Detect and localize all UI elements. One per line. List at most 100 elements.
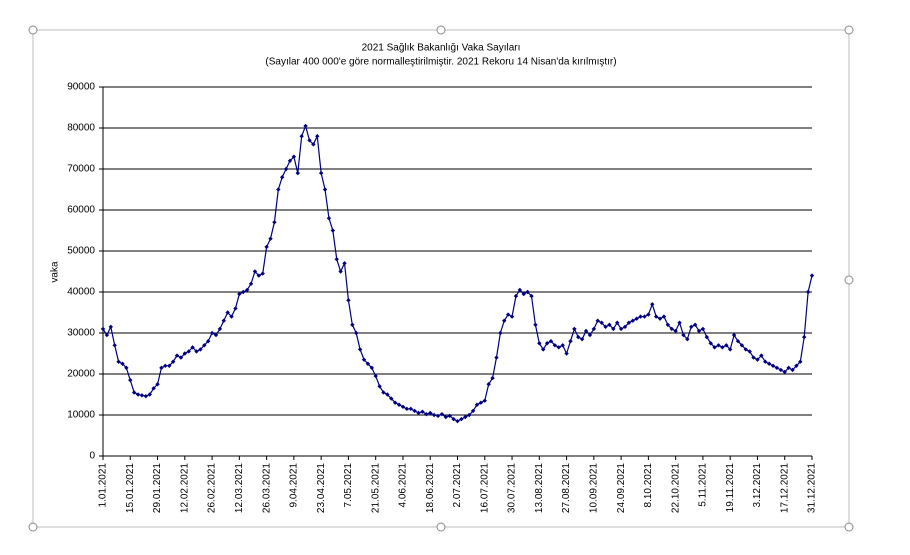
data-point: [743, 347, 748, 352]
data-point: [505, 312, 511, 317]
data-point: [392, 400, 398, 405]
data-point: [307, 138, 312, 143]
data-point: [739, 343, 745, 348]
data-point: [630, 318, 636, 323]
y-tick-label: 0: [89, 451, 95, 462]
data-point: [751, 355, 756, 360]
y-tick-label: 20000: [67, 369, 95, 380]
y-axis-label: vaka: [50, 261, 61, 283]
data-point: [727, 347, 733, 352]
data-point: [556, 345, 561, 350]
data-point: [669, 326, 674, 332]
data-point: [357, 347, 363, 352]
data-point: [283, 166, 289, 172]
y-tick-label: 60000: [67, 205, 95, 216]
data-point: [712, 345, 717, 350]
data-point: [591, 326, 597, 332]
x-tick-label: 3.12.2021: [752, 463, 763, 508]
data-point: [287, 158, 293, 163]
data-point: [116, 359, 121, 364]
data-point: [802, 334, 807, 340]
data-point: [572, 326, 577, 332]
x-tick-label: 27.08.2021: [561, 463, 572, 513]
data-point: [759, 353, 764, 358]
x-tick-label: 24.09.2021: [616, 463, 627, 513]
data-point: [642, 314, 647, 319]
y-tick-label: 10000: [67, 410, 95, 421]
data-point: [186, 349, 191, 354]
data-point: [318, 170, 324, 176]
data-point: [517, 287, 523, 293]
x-tick-label: 18.06.2021: [425, 463, 436, 513]
data-point: [108, 324, 113, 330]
x-tick-label: 22.10.2021: [670, 463, 681, 513]
handle[interactable]: [844, 25, 854, 35]
x-tick-label: 5.11.2021: [698, 463, 709, 507]
data-point: [568, 339, 573, 344]
data-point: [217, 326, 223, 332]
data-point: [170, 359, 176, 364]
data-point: [151, 386, 156, 391]
data-point: [482, 398, 487, 403]
data-point: [400, 404, 406, 409]
data-point: [213, 332, 219, 338]
data-point: [377, 384, 382, 389]
data-point: [766, 361, 772, 366]
data-point: [389, 396, 394, 401]
data-point: [420, 409, 425, 414]
data-point: [778, 367, 784, 373]
data-point: [369, 365, 374, 371]
data-point: [295, 170, 300, 176]
data-point: [541, 347, 546, 352]
data-point: [120, 361, 125, 366]
y-tick-label: 80000: [67, 123, 95, 134]
data-point: [692, 322, 698, 327]
handle[interactable]: [28, 25, 38, 35]
data-point: [412, 408, 417, 414]
handle[interactable]: [28, 522, 38, 532]
x-tick-label: 23.04.2021: [316, 463, 327, 513]
data-point: [595, 318, 600, 323]
data-point: [607, 322, 612, 327]
data-point: [202, 343, 207, 348]
handle[interactable]: [844, 275, 854, 285]
data-point: [381, 390, 386, 395]
x-tick-label: 1.01.2021: [98, 463, 109, 508]
x-tick-label: 19.11.2021: [725, 463, 736, 513]
data-point: [124, 365, 129, 371]
x-tick-label: 26.03.2021: [261, 463, 272, 513]
data-point: [634, 316, 639, 321]
data-point: [143, 393, 149, 399]
data-point: [763, 359, 768, 364]
data-point: [498, 330, 503, 336]
x-tick-label: 10.09.2021: [588, 463, 599, 513]
data-point: [611, 326, 616, 332]
x-tick-label: 21.05.2021: [370, 463, 381, 513]
data-point: [770, 363, 776, 368]
handle[interactable]: [436, 522, 446, 532]
data-point: [330, 228, 336, 233]
data-point: [334, 257, 339, 262]
data-point: [755, 357, 760, 362]
data-point: [716, 343, 721, 348]
handle[interactable]: [844, 522, 854, 532]
data-point: [747, 349, 752, 354]
data-point: [198, 347, 203, 352]
data-point: [279, 175, 285, 180]
data-point: [696, 328, 702, 334]
selection-handles: [28, 25, 854, 532]
x-tick-label: 9.04.2021: [289, 463, 300, 508]
data-point: [373, 373, 378, 379]
data-point: [416, 410, 421, 416]
x-tick-label: 15.01.2021: [125, 463, 136, 513]
data-point: [579, 336, 585, 342]
y-tick-label: 70000: [67, 164, 95, 175]
data-point: [338, 269, 343, 274]
data-point: [326, 216, 332, 221]
data-point: [521, 291, 526, 297]
data-point: [599, 320, 604, 325]
data-point: [291, 154, 297, 159]
data-point: [626, 320, 632, 325]
handle[interactable]: [436, 25, 446, 35]
x-tick-label: 16.07.2021: [479, 463, 490, 513]
